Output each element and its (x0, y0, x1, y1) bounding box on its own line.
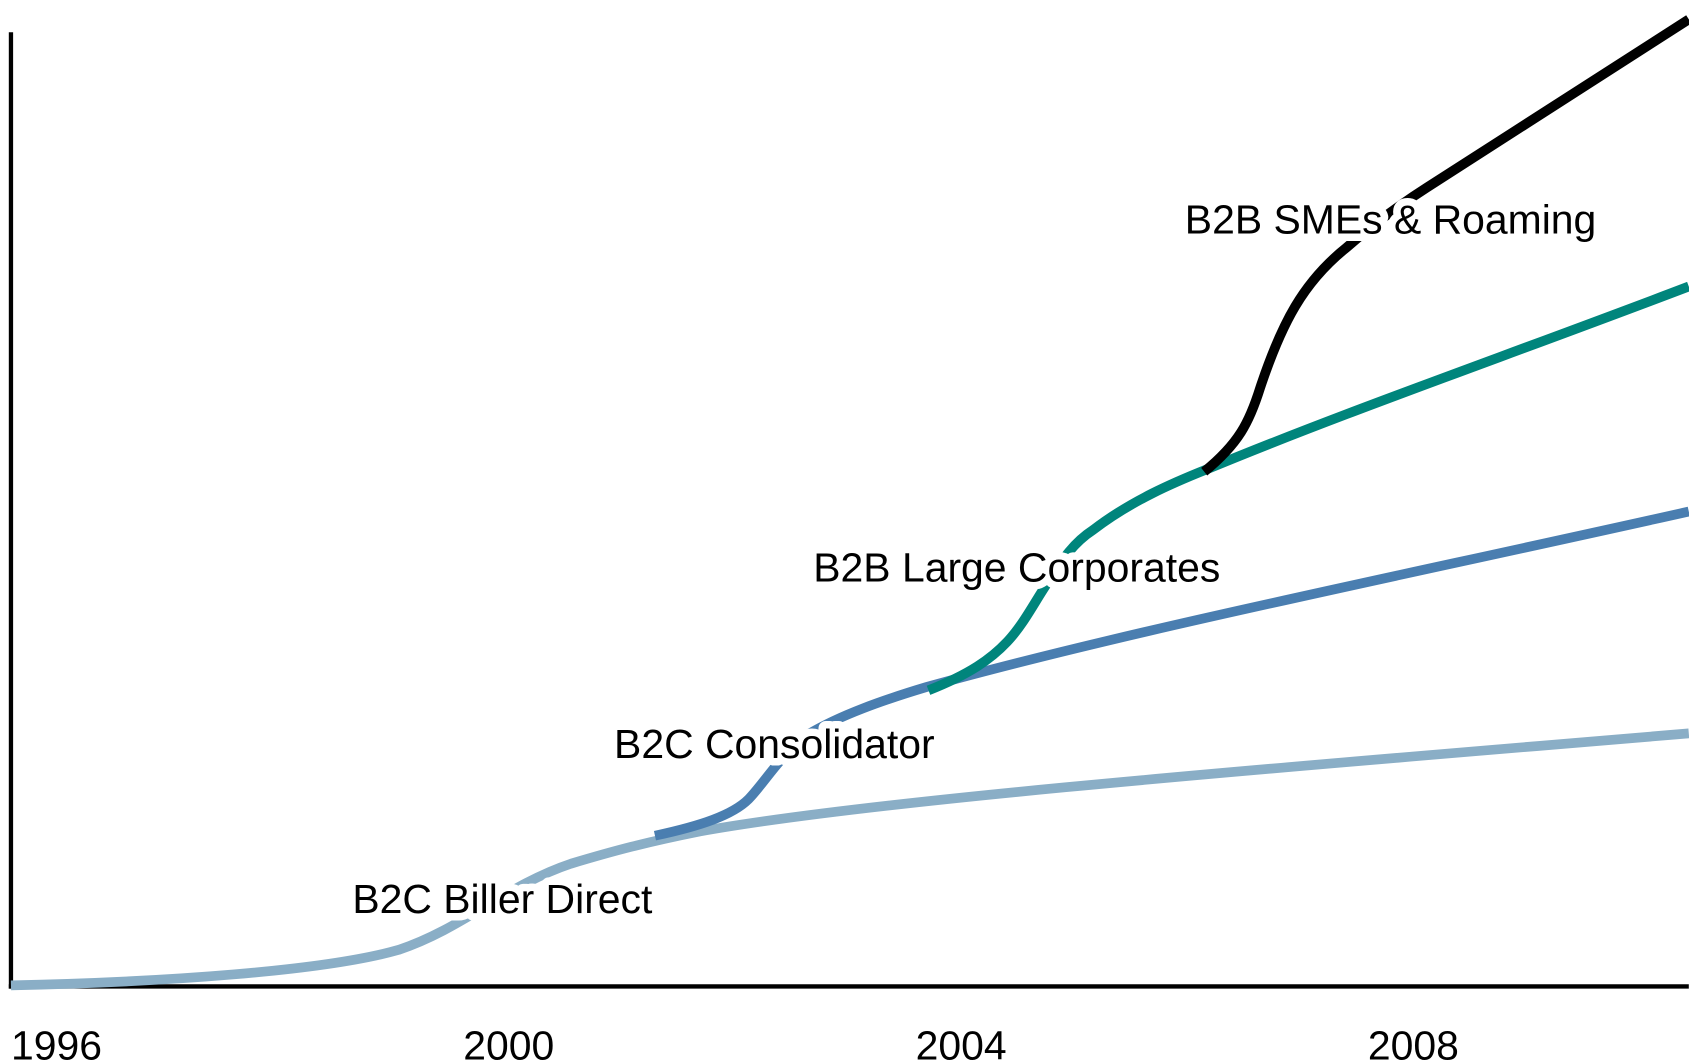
curve-label: B2C Biller Direct (352, 876, 653, 922)
x-tick-label: 2004 (916, 1023, 1007, 1064)
curve-biller-direct (10, 728, 1689, 991)
x-tick-label: 1996 (11, 1023, 102, 1064)
x-tick-label: 2008 (1368, 1023, 1459, 1064)
curve-smes-roaming (1201, 15, 1689, 476)
x-tick-label: 2000 (463, 1023, 554, 1064)
curve-label: B2B SMEs & Roaming (1185, 197, 1597, 243)
curve-large-corporates (926, 281, 1689, 695)
curve-label: B2C Consolidator (614, 721, 935, 767)
curve-consolidator (653, 506, 1689, 841)
curve-label: B2B Large Corporates (813, 545, 1220, 591)
